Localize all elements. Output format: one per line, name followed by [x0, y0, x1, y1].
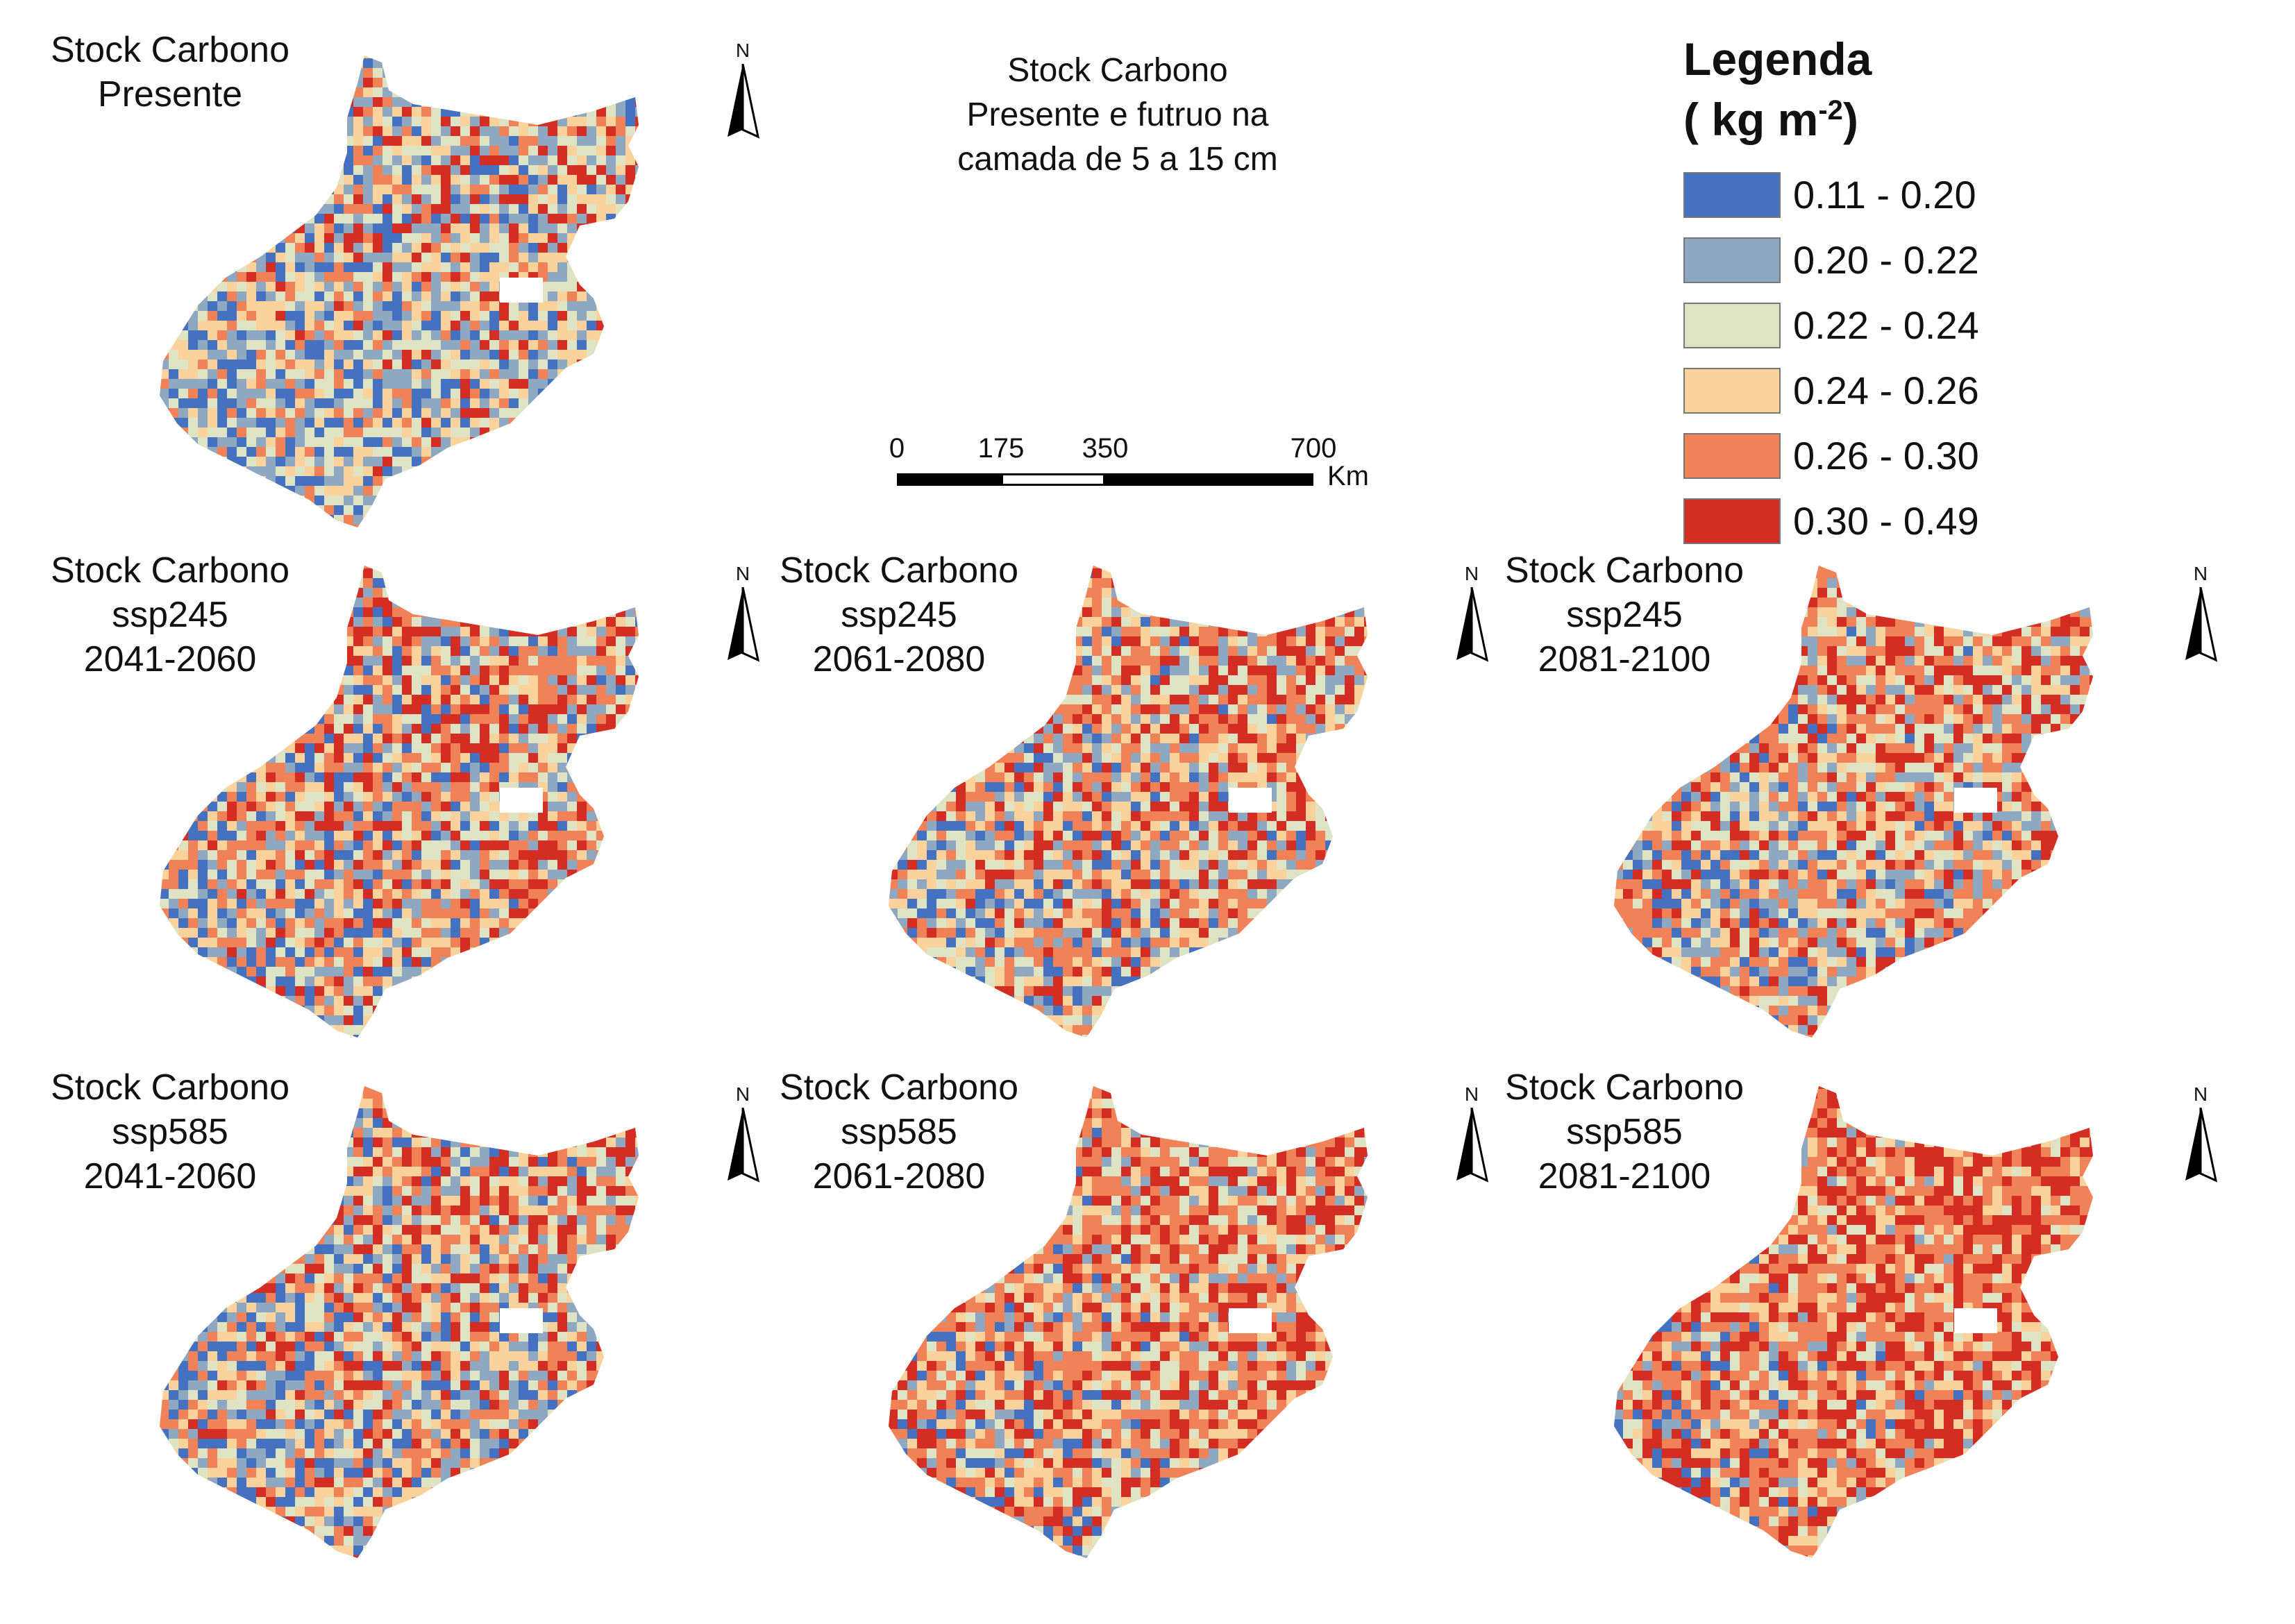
- map-panel-title-line: ssp245: [841, 595, 957, 635]
- main-title-line: camada de 5 a 15 cm: [957, 141, 1278, 178]
- map-panel-title-line: 2081-2100: [1538, 1156, 1711, 1196]
- raster-cells: [160, 1086, 639, 1558]
- legend-unit: ( kg m-2): [1683, 85, 1872, 145]
- federal-district-hole: [1229, 788, 1272, 813]
- north-arrow-icon: [728, 64, 760, 139]
- map-panel-title: Stock Carbono ssp245 2061-2080: [753, 548, 1045, 682]
- map-panel-title-line: Stock Carbono: [51, 550, 289, 591]
- north-arrow: N: [2180, 563, 2221, 662]
- map-panel-title-line: 2081-2100: [1538, 639, 1711, 679]
- main-title-line: Presente e futruo na: [966, 96, 1269, 133]
- north-arrow: N: [722, 1083, 764, 1183]
- scale-unit-label: Km: [1327, 461, 1369, 491]
- federal-district-hole: [500, 1308, 543, 1333]
- carbon-stock-map: [160, 56, 639, 527]
- north-arrow-label: N: [735, 1083, 750, 1105]
- north-arrow-icon: [1456, 1108, 1489, 1183]
- north-arrow: N: [1451, 563, 1493, 662]
- north-arrow-icon: [1456, 587, 1489, 662]
- raster-cells: [160, 56, 639, 527]
- map-panel-title: Stock Carbono ssp245 2041-2060: [24, 548, 316, 682]
- north-arrow-icon: [2185, 587, 2218, 662]
- map-panel-title: Stock Carbono ssp585 2041-2060: [24, 1065, 316, 1199]
- north-arrow-icon: [728, 587, 760, 662]
- legend-label: 0.20 - 0.22: [1793, 238, 1979, 282]
- legend-label: 0.26 - 0.30: [1793, 434, 1979, 477]
- legend-label: 0.30 - 0.49: [1793, 499, 1979, 543]
- scale-bar-seg-2: [1001, 473, 1105, 486]
- map-panel-title-line: 2061-2080: [812, 1156, 986, 1196]
- north-arrow: N: [2180, 1083, 2221, 1183]
- carbon-stock-map: [1614, 1086, 2093, 1558]
- map-panel-title-line: 2041-2060: [83, 639, 257, 679]
- legend-unit-suffix: ): [1842, 94, 1858, 145]
- legend-title: Legenda ( kg m-2): [1683, 33, 1872, 145]
- north-arrow-label: N: [1464, 1083, 1479, 1105]
- map-panel-title: Stock Carbono ssp585 2061-2080: [753, 1065, 1045, 1199]
- north-arrow: N: [722, 563, 764, 662]
- legend-title-text: Legenda: [1683, 33, 1872, 85]
- map-panel-title-line: Stock Carbono: [780, 1067, 1018, 1108]
- map-panel-title-line: ssp245: [1566, 595, 1683, 635]
- federal-district-hole: [500, 788, 543, 813]
- federal-district-hole: [1954, 1308, 1997, 1333]
- map-panel-title-line: Stock Carbono: [780, 550, 1018, 591]
- legend-swatch: [1683, 368, 1781, 414]
- legend-swatch: [1683, 433, 1781, 479]
- federal-district-hole: [1229, 1308, 1272, 1333]
- legend-label: 0.22 - 0.24: [1793, 303, 1979, 347]
- scale-tick-label: 700: [1290, 433, 1337, 464]
- scale-bar-seg-3: [1105, 473, 1313, 486]
- map-panel-title-line: Presente: [97, 74, 243, 115]
- carbon-stock-map: [160, 1086, 639, 1558]
- map-panel-title-line: Stock Carbono: [51, 30, 289, 70]
- north-arrow: N: [1451, 1083, 1493, 1183]
- raster-cells: [160, 566, 639, 1038]
- map-panel-title-line: 2061-2080: [812, 639, 986, 679]
- map-panel-title-line: ssp585: [841, 1112, 957, 1152]
- raster-cells: [1614, 1086, 2093, 1558]
- legend-label: 0.11 - 0.20: [1793, 173, 1976, 217]
- legend-swatch: [1683, 172, 1781, 218]
- raster-cells: [1614, 566, 2093, 1038]
- legend-label: 0.24 - 0.26: [1793, 369, 1979, 412]
- federal-district-hole: [1954, 788, 1997, 813]
- main-title: Stock Carbono Presente e futruo na camad…: [854, 49, 1381, 182]
- raster-cells: [889, 566, 1368, 1038]
- north-arrow-label: N: [735, 563, 750, 584]
- carbon-stock-map: [160, 566, 639, 1038]
- scale-tick-label: 0: [889, 433, 905, 464]
- map-panel-title: Stock Carbono Presente: [24, 28, 316, 117]
- legend-unit-exp: -2: [1818, 95, 1843, 126]
- map-panel-title-line: ssp585: [1566, 1112, 1683, 1152]
- map-panel-title: Stock Carbono ssp245 2081-2100: [1479, 548, 1770, 682]
- north-arrow-label: N: [735, 40, 750, 61]
- legend-swatch: [1683, 303, 1781, 348]
- legend-swatch: [1683, 237, 1781, 283]
- scale-tick-label: 175: [977, 433, 1025, 464]
- federal-district-hole: [500, 278, 543, 303]
- north-arrow-icon: [2185, 1108, 2218, 1183]
- main-title-line: Stock Carbono: [1007, 52, 1228, 89]
- map-panel-title-line: Stock Carbono: [1505, 1067, 1744, 1108]
- carbon-stock-map: [1614, 566, 2093, 1038]
- scale-tick-label: 350: [1082, 433, 1129, 464]
- map-panel-title: Stock Carbono ssp585 2081-2100: [1479, 1065, 1770, 1199]
- raster-cells: [889, 1086, 1368, 1558]
- north-arrow: N: [722, 40, 764, 139]
- north-arrow-label: N: [2193, 1083, 2208, 1105]
- north-arrow-label: N: [1464, 563, 1479, 584]
- map-panel-title-line: ssp585: [112, 1112, 228, 1152]
- map-panel-title-line: ssp245: [112, 595, 228, 635]
- map-panel-title-line: Stock Carbono: [51, 1067, 289, 1108]
- scale-bar-seg-1: [897, 473, 1001, 486]
- north-arrow-label: N: [2193, 563, 2208, 584]
- north-arrow-icon: [728, 1108, 760, 1183]
- carbon-stock-map: [889, 1086, 1368, 1558]
- map-panel-title-line: 2041-2060: [83, 1156, 257, 1196]
- legend-swatch: [1683, 498, 1781, 544]
- map-panel-title-line: Stock Carbono: [1505, 550, 1744, 591]
- carbon-stock-map: [889, 566, 1368, 1038]
- legend-unit-prefix: ( kg m: [1683, 94, 1819, 145]
